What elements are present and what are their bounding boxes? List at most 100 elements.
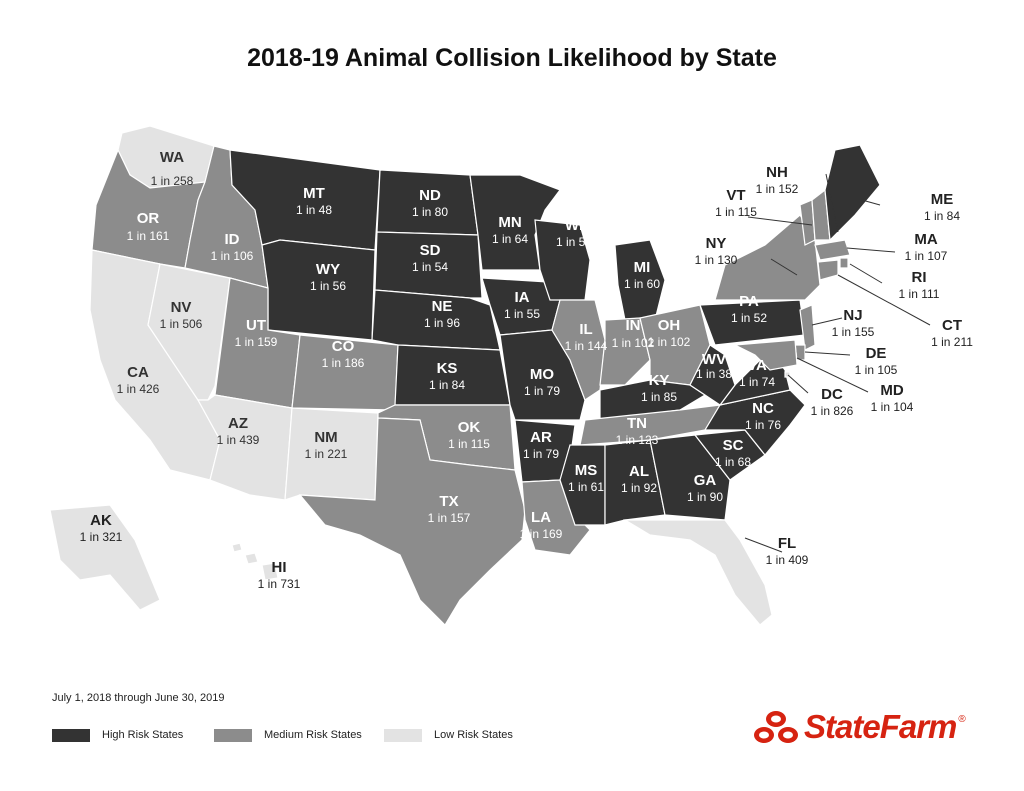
state-odds-ut: 1 in 159 [235,335,278,349]
state-odds-ak: 1 in 321 [80,530,123,544]
state-abbr-pa: PA [739,293,759,310]
state-odds-mt: 1 in 48 [296,203,332,217]
state-odds-tx: 1 in 157 [428,511,471,525]
leader-line [744,537,783,553]
state-hi [231,542,279,581]
state-abbr-nc: NC [752,400,774,417]
state-abbr-il: IL [579,321,592,338]
leader-line [846,247,896,253]
state-odds-oh: 1 in 102 [648,335,691,349]
state-abbr-id: ID [225,231,240,248]
state-abbr-oh: OH [658,317,681,334]
state-abbr-az: AZ [228,415,248,432]
legend-medium-label: Medium Risk States [264,729,362,741]
state-odds-mn: 1 in 64 [492,232,528,246]
state-abbr-wv: WV [702,351,726,368]
state-abbr-ne: NE [432,298,453,315]
logo-wordmark: StateFarm [804,708,957,745]
state-odds-ma: 1 in 107 [905,249,948,263]
state-abbr-nj: NJ [843,307,862,324]
state-odds-vt: 1 in 115 [715,205,757,219]
state-abbr-la: LA [531,509,551,526]
state-odds-id: 1 in 106 [211,249,254,263]
state-odds-md: 1 in 104 [871,400,914,414]
leader-line [811,317,843,326]
state-odds-va: 1 in 74 [739,375,775,389]
state-abbr-mt: MT [303,185,325,202]
state-abbr-nd: ND [419,187,441,204]
state-abbr-ky: KY [649,372,670,389]
state-odds-hi: 1 in 731 [258,577,301,591]
state-ct [817,259,839,281]
state-abbr-sd: SD [420,242,441,259]
leader-line [770,258,798,276]
legend-medium-swatch [214,728,252,742]
date-range-note: July 1, 2018 through June 30, 2019 [52,692,225,704]
state-abbr-dc: DC [821,386,843,403]
state-abbr-vt: VT [726,187,745,204]
state-abbr-wy: WY [316,261,340,278]
state-odds-la: 1 in 169 [520,527,563,541]
state-abbr-wi: WI [565,217,583,234]
state-abbr-mo: MO [530,366,554,383]
legend-low: Low Risk States [384,727,513,743]
state-odds-ri: 1 in 111 [899,287,940,301]
state-odds-in: 1 in 102 [612,336,655,350]
state-ga [649,434,731,521]
state-abbr-ia: IA [515,289,530,306]
state-abbr-in: IN [626,317,641,334]
state-odds-wa: 1 in 258 [151,174,194,188]
state-odds-wv: 1 in 38 [696,367,732,381]
state-abbr-mn: MN [498,214,521,231]
state-fl [622,519,773,626]
state-odds-az: 1 in 439 [217,433,260,447]
state-abbr-va: VA [747,357,767,374]
state-abbr-hi: HI [272,559,287,576]
state-il [551,299,606,401]
state-abbr-de: DE [866,345,887,362]
state-odds-ca: 1 in 426 [117,382,160,396]
leader-line [849,263,883,284]
state-abbr-nh: NH [766,164,788,181]
state-odds-ky: 1 in 85 [641,390,677,404]
state-abbr-nm: NM [314,429,337,446]
state-abbr-ct: CT [942,317,962,334]
state-abbr-mi: MI [634,259,651,276]
state-odds-nv: 1 in 506 [160,317,203,331]
state-abbr-md: MD [880,382,903,399]
state-abbr-ma: MA [914,231,937,248]
state-abbr-ny: NY [706,235,727,252]
state-abbr-ri: RI [912,269,927,286]
state-abbr-ok: OK [458,419,481,436]
state-odds-co: 1 in 186 [322,356,365,370]
state-abbr-al: AL [629,463,649,480]
state-odds-mi: 1 in 60 [624,277,660,291]
state-md [732,339,798,371]
leader-line [796,357,869,393]
state-odds-ny: 1 in 130 [695,253,738,267]
state-ak [49,504,161,611]
state-odds-ks: 1 in 84 [429,378,465,392]
statefarm-logo: StateFarm ® [752,708,966,746]
state-ma [814,239,851,261]
state-odds-fl: 1 in 409 [766,553,809,567]
legend-medium: Medium Risk States [214,727,362,743]
state-abbr-ms: MS [575,462,598,479]
state-abbr-ks: KS [437,360,458,377]
map-title: 2018-19 Animal Collision Likelihood by S… [247,44,777,72]
state-odds-nh: 1 in 152 [756,182,799,196]
state-odds-il: 1 in 144 [565,339,608,353]
state-odds-nd: 1 in 80 [412,205,448,219]
leader-line [837,274,931,326]
leader-line [825,173,839,233]
state-abbr-tn: TN [627,415,647,432]
state-abbr-co: CO [332,338,355,355]
state-odds-tn: 1 in 123 [616,433,659,447]
leader-line [747,216,813,226]
state-odds-me: 1 in 84 [924,209,960,223]
state-odds-pa: 1 in 52 [731,311,767,325]
state-odds-mo: 1 in 79 [524,384,560,398]
state-odds-ga: 1 in 90 [687,490,723,504]
state-abbr-sc: SC [723,437,744,454]
